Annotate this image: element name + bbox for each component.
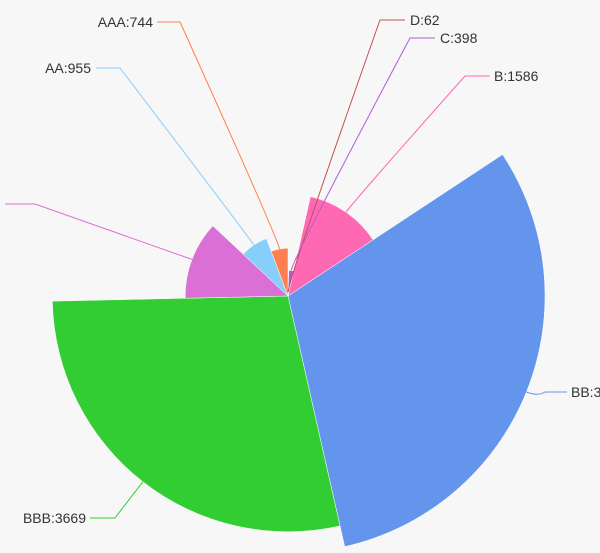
slice-bbb[interactable] [52, 295, 341, 532]
leader-lines-group [5, 19, 567, 519]
leader-line-aaa [157, 21, 280, 250]
slice-bb[interactable] [287, 154, 546, 547]
slice-label-bb: BB:3 [571, 384, 600, 400]
leader-line-bbb [90, 481, 144, 519]
slice-label-aa: AA:955 [45, 60, 91, 76]
slice-label-d: D:62 [410, 12, 440, 28]
leader-line-d [287, 19, 405, 293]
leader-line-aa [96, 67, 255, 246]
slice-aa[interactable] [242, 238, 289, 297]
slice-label-bbb: BBB:3669 [23, 510, 86, 526]
slice-label-b: B:1586 [494, 68, 539, 84]
slices-group [52, 154, 546, 547]
leader-line-a [5, 203, 193, 260]
leader-line-bb [526, 391, 567, 395]
slice-b[interactable] [287, 196, 374, 297]
slice-label-aaa: AAA:744 [98, 14, 153, 30]
leader-line-c [290, 37, 435, 271]
leader-line-b [345, 75, 490, 213]
labels-group: D:62C:398 B:1586 BB:3 BBB:3669 AA:955 AAA:744 [23, 12, 600, 526]
slice-a[interactable] [184, 225, 289, 299]
slice-label-c: C:398 [440, 30, 478, 46]
